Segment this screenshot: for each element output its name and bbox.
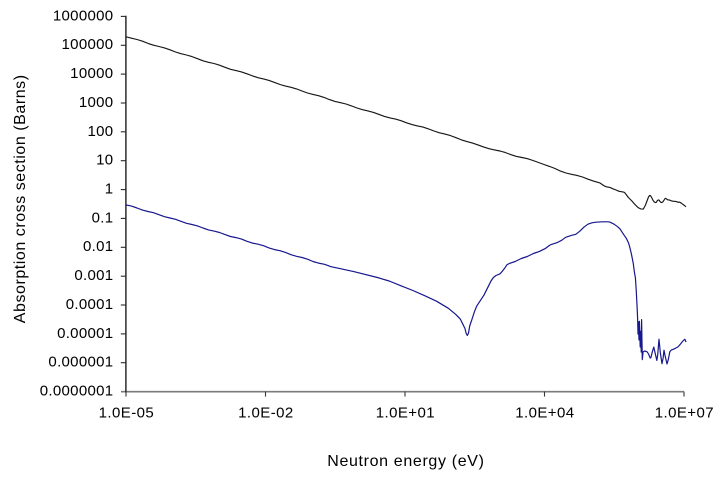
svg-text:1000: 1000 [79,94,114,111]
svg-text:100000: 100000 [62,36,114,53]
svg-text:1.0E+04: 1.0E+04 [515,404,574,421]
svg-text:10000: 10000 [70,65,113,82]
svg-text:10: 10 [96,152,113,169]
svg-text:0.0001: 0.0001 [66,296,114,313]
svg-text:0.000001: 0.000001 [48,354,113,371]
svg-text:1: 1 [105,181,114,198]
svg-text:1.0E-05: 1.0E-05 [99,404,155,421]
svg-text:Neutron energy (eV): Neutron energy (eV) [327,453,484,470]
svg-text:Absorption cross section (Barn: Absorption cross section (Barns) [12,74,29,323]
svg-text:0.0000001: 0.0000001 [40,383,114,400]
svg-text:1000000: 1000000 [53,7,114,24]
svg-text:0.001: 0.001 [74,267,113,284]
svg-text:0.00001: 0.00001 [57,325,113,342]
svg-text:1.0E+01: 1.0E+01 [376,404,435,421]
svg-text:0.01: 0.01 [83,238,113,255]
svg-text:100: 100 [87,123,113,140]
svg-text:1.0E+07: 1.0E+07 [655,404,714,421]
svg-text:1.0E-02: 1.0E-02 [238,404,294,421]
svg-text:0.1: 0.1 [92,209,114,226]
